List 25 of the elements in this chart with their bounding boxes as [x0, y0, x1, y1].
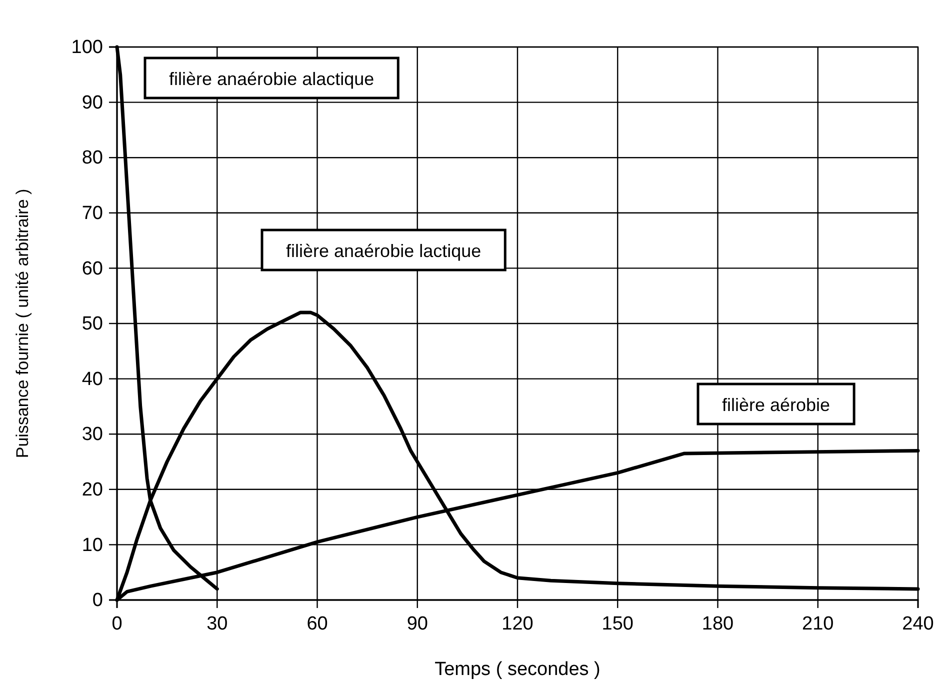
x-tick-label: 90: [406, 613, 428, 634]
x-tick-label: 180: [702, 613, 734, 634]
x-tick-label: 150: [602, 613, 634, 634]
x-tick-label: 120: [502, 613, 534, 634]
y-tick-label: 40: [82, 368, 103, 390]
y-tick-label: 20: [82, 479, 103, 500]
x-tick-label: 60: [306, 613, 328, 634]
text: filière anaérobie alactique: [169, 69, 374, 89]
y-tick-label: 50: [82, 314, 103, 335]
y-tick-label: 90: [82, 92, 103, 114]
text: filière anaérobie lactique: [286, 241, 482, 261]
y-tick-label: 60: [82, 258, 103, 280]
y-tick-label: 80: [82, 148, 103, 169]
x-tick-label: 0: [112, 613, 122, 634]
y-tick-label: 30: [82, 424, 103, 446]
y-axis-title: Puissance fournie ( unité arbitraire ): [13, 188, 32, 458]
text: filière aérobie: [722, 395, 830, 415]
x-tick-label: 210: [802, 613, 834, 634]
y-tick-label: 0: [92, 590, 103, 612]
x-tick-label: 30: [206, 613, 228, 634]
x-tick-label: 240: [902, 613, 934, 634]
y-tick-label: 100: [71, 37, 103, 58]
y-tick-label: 10: [82, 534, 103, 556]
x-axis-title: Temps ( secondes ): [434, 659, 600, 680]
y-tick-label: 70: [82, 202, 103, 224]
